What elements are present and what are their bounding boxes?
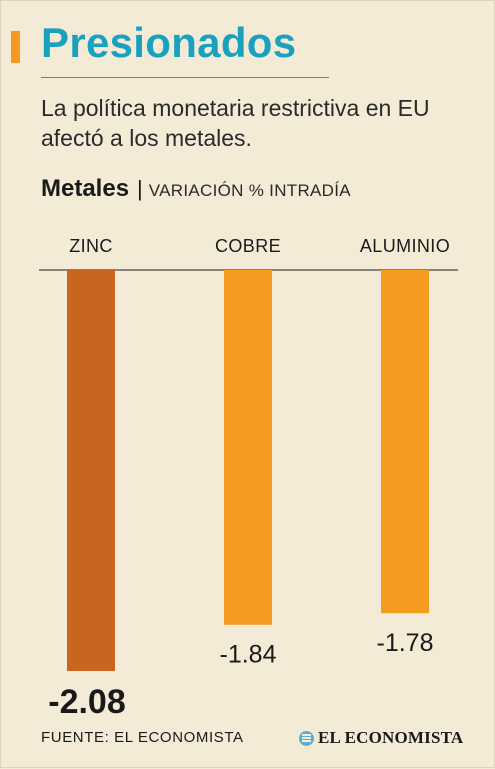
category-label: COBRE (215, 236, 281, 256)
chart-title: Metales (41, 175, 130, 202)
page-title: Presionados (41, 19, 297, 66)
title-underline (41, 77, 329, 78)
chart-header-separator: | (137, 176, 143, 201)
bar-zinc (67, 270, 115, 671)
value-label: -2.08 (48, 683, 126, 721)
bar-aluminio (381, 270, 429, 614)
chart-header: Metales | VARIACIÓN % INTRADÍA (41, 175, 351, 203)
value-label: -1.84 (220, 641, 277, 669)
value-label: -1.78 (377, 629, 434, 657)
bar-cobre (224, 270, 272, 625)
chart-description: VARIACIÓN % INTRADÍA (148, 181, 351, 200)
logo-text: EL ECONOMISTA (318, 728, 464, 747)
category-label: ALUMINIO (360, 236, 450, 256)
subtitle: La política monetaria restrictiva en EU … (41, 95, 430, 151)
source-note: FUENTE: EL ECONOMISTA (41, 729, 244, 746)
category-label: ZINC (69, 236, 113, 256)
publisher-logo: EL ECONOMISTA (299, 727, 463, 749)
title-accent-bar (11, 31, 20, 63)
logo-mark-icon (299, 730, 314, 746)
